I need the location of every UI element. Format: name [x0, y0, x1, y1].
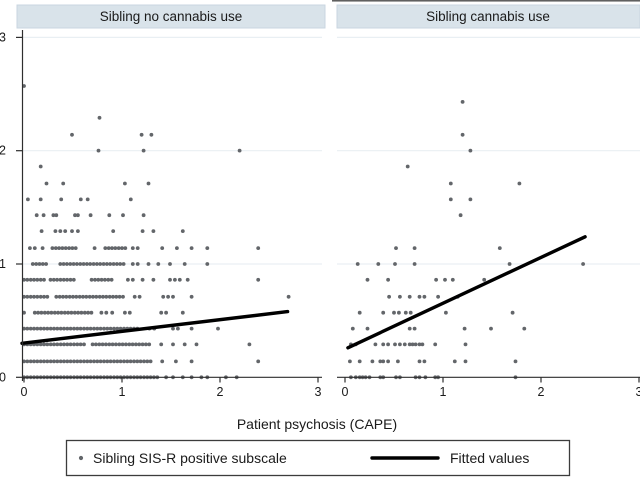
x-tick-label-right-3: 3 [636, 385, 640, 399]
panel-title-right: Sibling cannabis use [426, 9, 550, 24]
x-tick-label-right-1: 1 [440, 385, 447, 399]
y-tick-label-3: 3 [0, 30, 6, 44]
legend-scatter-marker-icon [78, 455, 84, 461]
x-tick-label-left-3: 3 [315, 385, 322, 399]
fitted-line-left [20, 309, 290, 345]
y-axis-ticks [16, 36, 22, 378]
gridlines-right [337, 36, 640, 265]
legend-marker-label: Sibling SIS-R positive subscale [93, 450, 287, 466]
y-tick-label-1: 1 [0, 257, 6, 271]
legend-line-label: Fitted values [450, 450, 529, 466]
y-tick-label-2: 2 [0, 144, 6, 158]
legend-box [65, 439, 571, 477]
y-axis-tick-labels: 3 2 1 0 [0, 30, 6, 384]
panel-title-band-right [336, 4, 640, 29]
x-tick-label-left-2: 2 [217, 385, 224, 399]
panel-title-band-left [16, 4, 326, 29]
x-tick-label-left-1: 1 [119, 385, 126, 399]
x-axis-ticks-left [23, 377, 319, 383]
x-axis-title: Patient psychosis (CAPE) [237, 416, 397, 432]
x-tick-label-right-2: 2 [538, 385, 545, 399]
x-axis-ticks-right [344, 377, 640, 383]
scatter-points-left [22, 84, 291, 380]
x-axis-tick-labels-left: 0 1 2 3 [21, 385, 322, 399]
x-tick-label-left-0: 0 [21, 385, 28, 399]
x-axis-tick-labels-right: 0 1 2 3 [342, 385, 640, 399]
fitted-line-right [346, 235, 587, 350]
y-tick-label-0: 0 [0, 370, 6, 384]
panel-title-left: Sibling no cannabis use [100, 9, 243, 24]
x-tick-label-right-0: 0 [342, 385, 349, 399]
legend: Sibling SIS-R positive subscale Fitted v… [65, 439, 571, 477]
scatter-points-right [348, 100, 585, 380]
